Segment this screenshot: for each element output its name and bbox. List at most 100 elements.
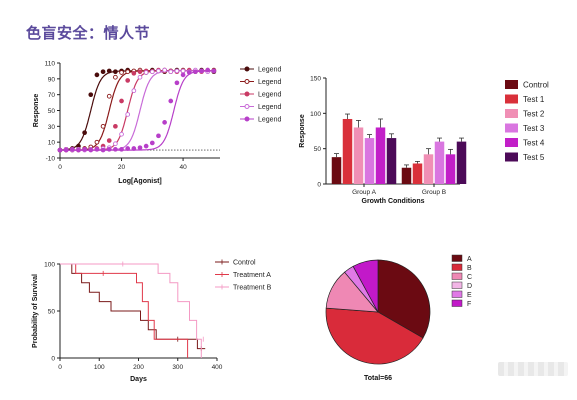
data-point xyxy=(125,78,131,83)
bar xyxy=(401,167,412,184)
legend-swatch xyxy=(451,290,463,298)
legend-swatch xyxy=(505,109,518,118)
legend-label: Legend xyxy=(258,104,281,111)
legend-label: Test 5 xyxy=(523,153,545,162)
legend-label: Test 3 xyxy=(523,124,545,133)
legend-marker xyxy=(244,116,250,122)
legend-marker xyxy=(244,91,250,97)
x-axis-label: Log[Agonist] xyxy=(118,178,162,185)
data-point xyxy=(193,69,198,75)
x-tick-label: 0 xyxy=(58,364,62,371)
data-point xyxy=(174,80,180,86)
data-point xyxy=(119,131,124,137)
data-point xyxy=(137,69,143,75)
y-axis-label: Probability of Survival xyxy=(32,274,39,348)
data-point xyxy=(125,69,131,75)
x-tick-label: 0 xyxy=(58,164,62,171)
data-point xyxy=(137,145,143,151)
data-point xyxy=(100,69,106,75)
x-tick-label: 300 xyxy=(172,364,183,371)
legend-label: E xyxy=(467,292,472,299)
series-curve xyxy=(60,70,214,151)
survival-chart: 0 50 100 0 100 200 300 400 Days Probability of Su… xyxy=(32,259,272,383)
legend-marker xyxy=(244,66,250,72)
data-point xyxy=(211,68,217,74)
legend-label: Legend xyxy=(258,79,281,86)
bar xyxy=(331,157,342,184)
watermark xyxy=(498,362,568,376)
data-point xyxy=(113,74,118,80)
data-point xyxy=(180,72,186,78)
legend-label: Control xyxy=(523,81,549,90)
x-axis-label: Days xyxy=(130,376,147,383)
y-axis-label: Response xyxy=(299,114,306,148)
data-point xyxy=(113,146,118,152)
data-point xyxy=(69,146,75,152)
x-axis-label: Growth Conditions xyxy=(362,198,425,205)
pie-slice xyxy=(352,259,379,313)
legend-swatch xyxy=(451,299,463,307)
data-point xyxy=(168,98,174,104)
y-tick-label: 100 xyxy=(310,111,321,118)
bar xyxy=(434,141,445,184)
legend-label: Test 1 xyxy=(523,95,545,104)
data-point xyxy=(106,138,112,143)
data-point xyxy=(119,98,124,104)
bar xyxy=(342,118,353,184)
data-point xyxy=(113,69,118,75)
legend-label: Control xyxy=(233,260,256,267)
y-tick-label: 50 xyxy=(314,146,322,153)
y-axis-label: Response xyxy=(33,94,40,128)
pie-slice xyxy=(325,307,424,365)
bar xyxy=(423,154,434,184)
data-point xyxy=(113,141,118,147)
y-tick-label: 70 xyxy=(48,92,56,99)
growth-bar-chart: 0 50 100 150 Group A Group B Growth Conditions… xyxy=(299,76,549,206)
bar xyxy=(412,163,423,184)
bar xyxy=(386,138,397,184)
data-point xyxy=(162,120,167,125)
pie-slice xyxy=(377,259,431,339)
data-point xyxy=(131,146,137,151)
data-point xyxy=(156,133,161,139)
legend-swatch xyxy=(505,80,518,89)
data-point xyxy=(137,74,143,80)
data-point xyxy=(186,70,192,75)
data-point xyxy=(113,123,118,129)
data-point xyxy=(100,123,106,129)
data-point xyxy=(156,68,161,74)
data-point xyxy=(119,70,124,75)
dose-response-chart: -10 10 30 50 70 90 110 0 20 40 Log[Agonist] Respons… xyxy=(33,61,281,186)
legend-swatch xyxy=(451,254,463,262)
data-point xyxy=(106,68,112,74)
data-point xyxy=(174,68,180,74)
y-tick-label: 150 xyxy=(310,76,321,83)
legend-swatch xyxy=(451,263,463,271)
data-point xyxy=(106,93,112,99)
survival-line xyxy=(60,263,206,350)
data-point xyxy=(125,146,131,151)
y-tick-label: 0 xyxy=(51,356,55,363)
bar xyxy=(445,154,456,184)
survival-line xyxy=(60,263,189,358)
y-tick-label: 10 xyxy=(48,140,56,147)
data-point xyxy=(57,147,63,153)
y-tick-label: 110 xyxy=(45,61,56,68)
legend-label: Legend xyxy=(258,117,281,124)
data-point xyxy=(162,67,167,73)
data-point xyxy=(143,143,149,149)
data-point xyxy=(149,140,155,146)
y-tick-label: -10 xyxy=(46,156,56,163)
legend-label: F xyxy=(467,301,471,308)
page-title: 色盲安全：情人节 xyxy=(26,24,151,42)
x-tick-label: Group A xyxy=(352,189,377,196)
data-point xyxy=(125,112,131,117)
x-tick-label: 40 xyxy=(179,164,187,171)
data-point xyxy=(94,72,100,78)
data-point xyxy=(199,68,204,74)
x-tick-label: 400 xyxy=(212,364,223,371)
y-tick-label: 0 xyxy=(317,182,321,189)
data-point xyxy=(88,92,94,98)
legend-label: Test 4 xyxy=(523,139,545,148)
